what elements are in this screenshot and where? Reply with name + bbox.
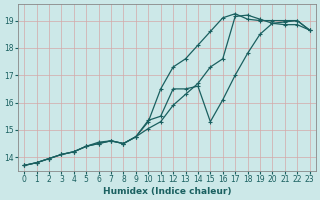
X-axis label: Humidex (Indice chaleur): Humidex (Indice chaleur) xyxy=(103,187,231,196)
